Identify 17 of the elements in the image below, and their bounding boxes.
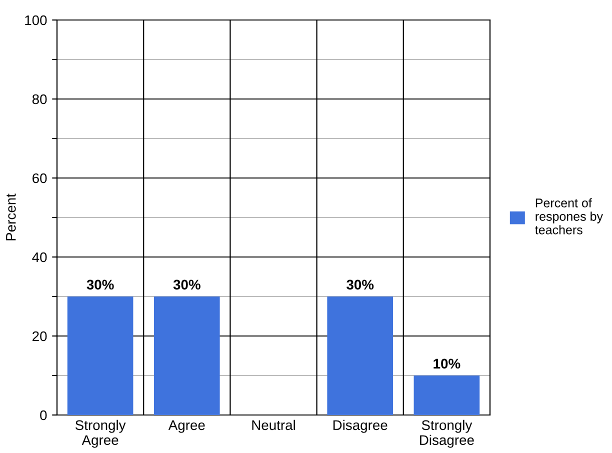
y-tick-label: 0	[40, 410, 47, 420]
y-tick-label: 60	[32, 173, 47, 184]
x-tick-label: Disagree	[333, 420, 388, 433]
y-tick-label: 80	[32, 94, 47, 104]
y-tick-label: 20	[32, 331, 47, 342]
data-label: 30%	[173, 280, 200, 290]
y-axis-title: Percent	[6, 194, 16, 240]
data-label: 10%	[434, 358, 460, 369]
y-tick-label: 100	[25, 15, 47, 26]
data-label: 30%	[346, 280, 374, 290]
data-label: 30%	[86, 280, 114, 290]
y-tick-label: 40	[32, 252, 47, 262]
x-tick-label: Strongly Agree	[75, 420, 126, 448]
x-tick-label: Agree	[168, 420, 205, 433]
x-tick-label: Neutral	[252, 420, 295, 430]
x-tick-label: Strongly Disagree	[420, 420, 474, 448]
legend-label: Percent of respones by teachers	[535, 198, 603, 234]
